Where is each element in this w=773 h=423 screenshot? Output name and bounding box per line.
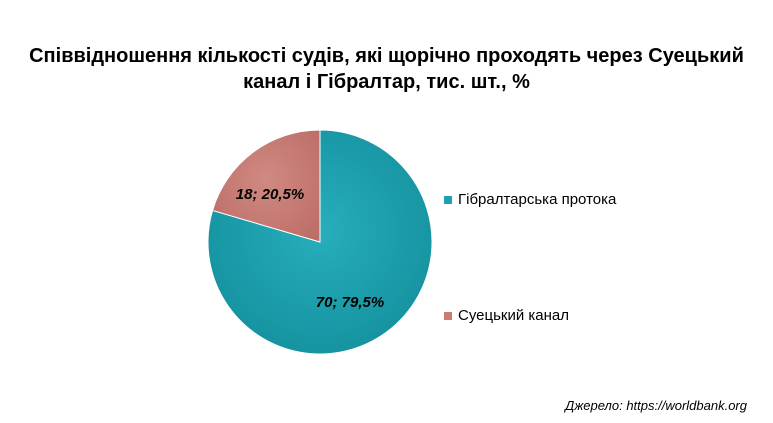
legend-item-gibraltar: Гібралтарська протока (444, 191, 616, 208)
pie-label-suez: 18; 20,5% (236, 186, 304, 203)
pie-label-gibraltar: 70; 79,5% (316, 294, 384, 311)
legend-swatch-suez (444, 311, 452, 320)
legend-label-gibraltar: Гібралтарська протока (458, 191, 617, 208)
chart-title-line-1: Співвідношення кількості судів, які щорі… (29, 45, 744, 67)
legend-swatch-gibraltar (444, 195, 452, 204)
pie-slice-suez (211, 129, 321, 243)
legend: Гібралтарська протока Суецький канал (444, 0, 744, 423)
legend-item-suez: Суецький канал (444, 307, 569, 324)
pie-group: 70; 79,5% 18; 20,5% (207, 129, 433, 355)
chart-title: Співвідношення кількості судів, які щорі… (0, 43, 773, 95)
legend-label-suez: Суецький канал (458, 307, 570, 324)
source-note: Джерело: https://worldbank.org (565, 398, 747, 413)
chart-title-line-2: канал і Гібралтар, тис. шт., % (243, 71, 530, 93)
